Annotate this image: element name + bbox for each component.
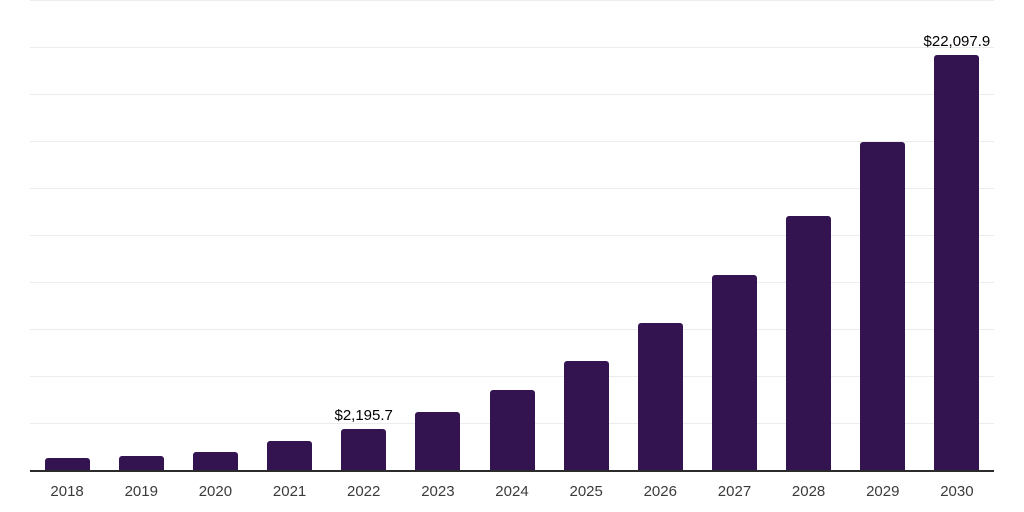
bar-2022 [341,428,387,470]
x-tick-label-2020: 2020 [198,483,233,500]
x-tick-label-2025: 2025 [569,483,603,500]
bar-2019 [118,456,164,470]
bar-2018 [44,458,90,470]
bar-2020 [192,452,238,470]
bar-value-label-2022: $2,195.7 [334,406,393,424]
bar-2029 [860,141,906,470]
bar-2021 [267,441,312,470]
bar-2024 [489,389,535,470]
bar-2030 [934,54,980,470]
bar-2026 [637,323,683,470]
bar-2027 [712,274,757,470]
x-tick-label-2028: 2028 [791,483,826,500]
gridline [30,282,994,283]
x-tick-label-2030: 2030 [940,483,974,500]
x-tick-label-2022: 2022 [347,483,381,500]
x-tick-label-2018: 2018 [50,483,84,500]
gridline [30,188,994,189]
bar-2028 [786,215,832,470]
x-tick-label-2019: 2019 [124,483,158,500]
gridline [30,376,994,377]
x-tick-label-2021: 2021 [272,483,307,500]
x-tick-label-2027: 2027 [717,483,752,500]
gridline [30,0,994,1]
bar-value-label-2030: $22,097.9 [923,32,991,50]
plot-area: $2,195.7 $22,097.9 [30,0,994,472]
x-tick-label-2023: 2023 [421,483,455,500]
x-tick-label-2029: 2029 [866,483,900,500]
x-tick-label-2024: 2024 [495,483,529,500]
gridline [30,235,994,236]
gridline [30,94,994,95]
x-tick-label-2026: 2026 [643,483,677,500]
bar-2025 [563,360,609,470]
gridline [30,329,994,330]
gridline [30,141,994,142]
gridline [30,47,994,48]
bar-2023 [415,411,461,470]
